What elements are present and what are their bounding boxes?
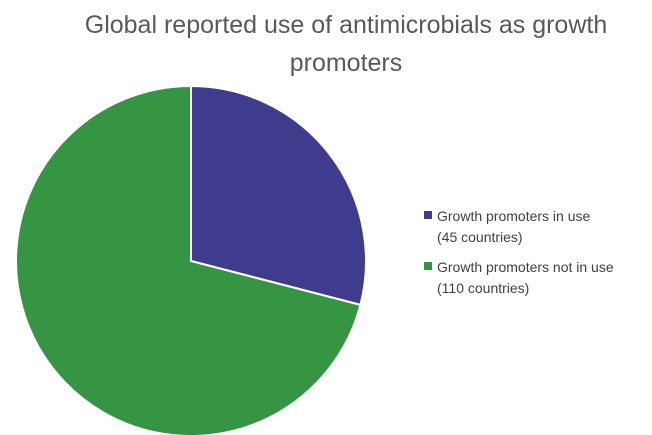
chart-title-line-1: Global reported use of antimicrobials as… xyxy=(84,11,608,39)
legend-label-not-in-use-line-1: Growth promoters not in use xyxy=(437,259,614,275)
chart-title: Global reported use of antimicrobials as… xyxy=(40,6,652,82)
legend: Growth promoters in use (45 countries) G… xyxy=(424,206,652,308)
legend-item-not-in-use: Growth promoters not in use (110 countri… xyxy=(424,257,652,299)
legend-swatch-in-use xyxy=(424,211,432,219)
legend-label-not-in-use: Growth promoters not in use (110 countri… xyxy=(437,257,614,299)
legend-label-in-use-line-1: Growth promoters in use xyxy=(437,208,591,224)
pie-slice-not-in-use xyxy=(14,84,362,435)
legend-label-not-in-use-line-2: (110 countries) xyxy=(437,280,530,296)
legend-item-in-use: Growth promoters in use (45 countries) xyxy=(424,206,652,248)
legend-label-in-use-line-2: (45 countries) xyxy=(437,229,523,245)
legend-swatch-not-in-use xyxy=(424,262,432,270)
legend-label-in-use: Growth promoters in use (45 countries) xyxy=(437,206,590,248)
pie-slice-in-use xyxy=(190,84,367,307)
chart-title-line-2: promoters xyxy=(289,49,403,77)
